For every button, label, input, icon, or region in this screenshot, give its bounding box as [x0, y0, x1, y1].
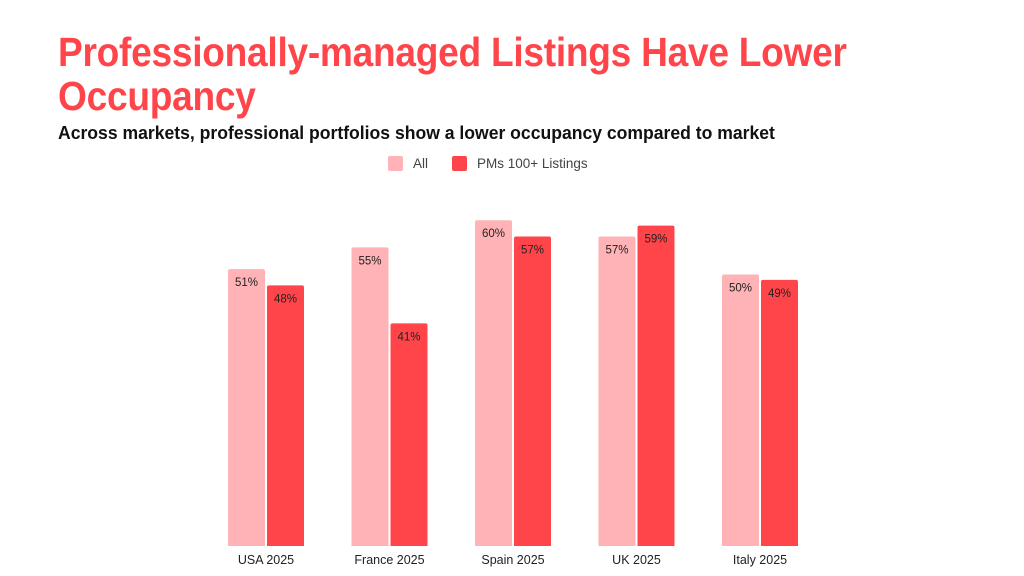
data-label-0-0: 51%	[235, 277, 258, 289]
x-tick-label-1: France 2025	[354, 553, 424, 567]
bar-0-0	[228, 269, 265, 546]
bar-1-4	[761, 279, 798, 546]
data-label-0-3: 57%	[605, 244, 628, 256]
data-label-0-1: 55%	[358, 255, 381, 267]
legend-label-0: All	[413, 156, 428, 171]
x-tick-label-4: Italy 2025	[733, 553, 787, 567]
bar-0-4	[722, 274, 759, 546]
data-label-0-4: 50%	[729, 283, 752, 295]
bar-1-2	[514, 236, 551, 547]
data-label-1-2: 57%	[521, 244, 544, 256]
chart-subtitle: Across markets, professional portfolios …	[58, 122, 775, 143]
bar-0-2	[475, 220, 512, 546]
bar-1-3	[637, 225, 675, 546]
x-tick-label-2: Spain 2025	[481, 553, 544, 567]
bar-1-1	[390, 323, 428, 546]
bar-0-1	[351, 247, 389, 546]
chart-title: Professionally-managed Listings Have Low…	[58, 29, 847, 119]
x-tick-label-0: USA 2025	[238, 553, 294, 567]
data-label-1-4: 49%	[768, 288, 791, 300]
legend-label-1: PMs 100+ Listings	[477, 156, 588, 171]
legend-swatch-1	[452, 156, 467, 171]
data-label-1-1: 41%	[397, 331, 420, 343]
data-label-0-2: 60%	[482, 228, 505, 240]
legend-swatch-0	[388, 156, 403, 171]
data-label-1-0: 48%	[274, 293, 297, 305]
bar-1-0	[267, 285, 304, 546]
data-label-1-3: 59%	[644, 234, 667, 246]
x-tick-label-3: UK 2025	[612, 553, 661, 567]
bar-0-3	[598, 236, 636, 547]
